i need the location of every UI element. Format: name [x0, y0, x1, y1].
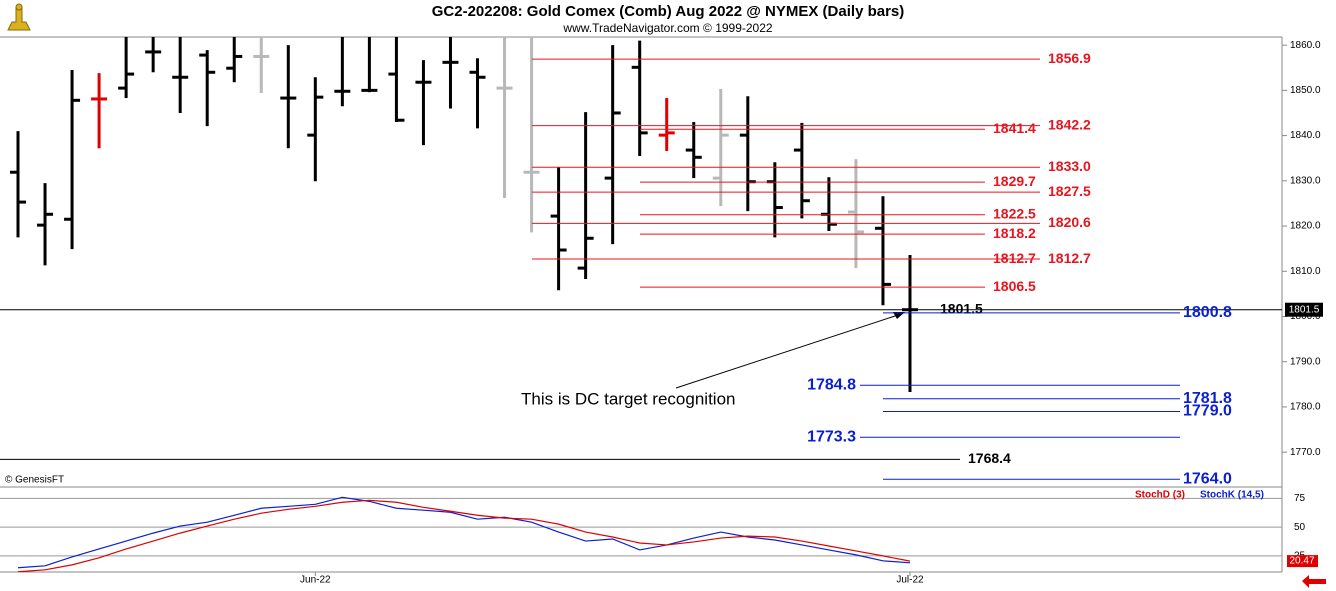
value-tag-label: 20.47 [1289, 556, 1314, 567]
y-tick-label: 1820.0 [1290, 221, 1321, 232]
logo [7, 3, 31, 31]
y-tick-label: 75 [1294, 493, 1306, 504]
chart-title: GC2-202208: Gold Comex (Comb) Aug 2022 @… [432, 3, 905, 20]
price-panel [10, 37, 918, 393]
legend-entry: StochK (14,5) [1200, 490, 1264, 501]
level-label: 1856.9 [1048, 50, 1091, 66]
level-label: 1827.5 [1048, 183, 1091, 199]
level-label: 1820.6 [1048, 214, 1091, 230]
annotation-arrow [675, 314, 899, 389]
stoch-panel [0, 496, 1282, 572]
level-label: 1842.2 [1048, 116, 1091, 132]
annotation: This is DC target recognition [521, 389, 735, 408]
y-tick-label: 1850.0 [1290, 85, 1321, 96]
stoch-line [17, 496, 911, 569]
y-tick-label: 1780.0 [1290, 402, 1321, 413]
annotation-arrowhead [893, 312, 905, 319]
source: © GenesisFT [5, 475, 64, 486]
price-tag [1285, 302, 1323, 317]
legend-entry: StochD (3) [1135, 490, 1185, 501]
overlay: 1770.01780.01790.01800.01810.01820.01830… [0, 40, 1323, 586]
level-label: 1829.7 [993, 173, 1036, 189]
value-tag [1287, 555, 1318, 568]
level-label: 1781.8 [1183, 390, 1232, 407]
level-label: 1841.4 [993, 120, 1036, 136]
level-label: 1801.5 [940, 300, 983, 316]
y-tick-label: 1810.0 [1290, 266, 1321, 277]
y-tick-label: 1790.0 [1290, 356, 1321, 367]
scroll-arrow[interactable] [1302, 575, 1326, 588]
x-tick-label: Jul-22 [896, 575, 924, 586]
level-label: 1773.3 [807, 428, 856, 445]
y-tick-label: 1860.0 [1290, 40, 1321, 51]
level-label: 1784.8 [807, 376, 856, 393]
level-label: 1833.0 [1048, 158, 1091, 174]
price-tag-label: 1801.5 [1289, 304, 1320, 315]
level-label: 1818.2 [993, 225, 1036, 241]
level-label: 1812.7 [993, 250, 1036, 266]
y-tick-label: 1770.0 [1290, 447, 1321, 458]
level-label: 1806.5 [993, 278, 1036, 294]
level-label: 1764.0 [1183, 471, 1232, 488]
y-tick-label: 1830.0 [1290, 175, 1321, 186]
level-label: 1779.0 [1183, 403, 1232, 420]
chart-subtitle: www.TradeNavigator.com © 1999-2022 [562, 21, 772, 35]
level-label: 1822.5 [993, 205, 1036, 221]
y-tick-label: 50 [1294, 522, 1306, 533]
y-tick-label: 1840.0 [1290, 130, 1321, 141]
level-label: 1812.7 [1048, 250, 1091, 266]
x-tick-label: Jun-22 [300, 575, 331, 586]
level-label: 1800.8 [1183, 304, 1232, 321]
stoch-line [17, 499, 911, 572]
level-label: 1768.4 [968, 450, 1011, 466]
